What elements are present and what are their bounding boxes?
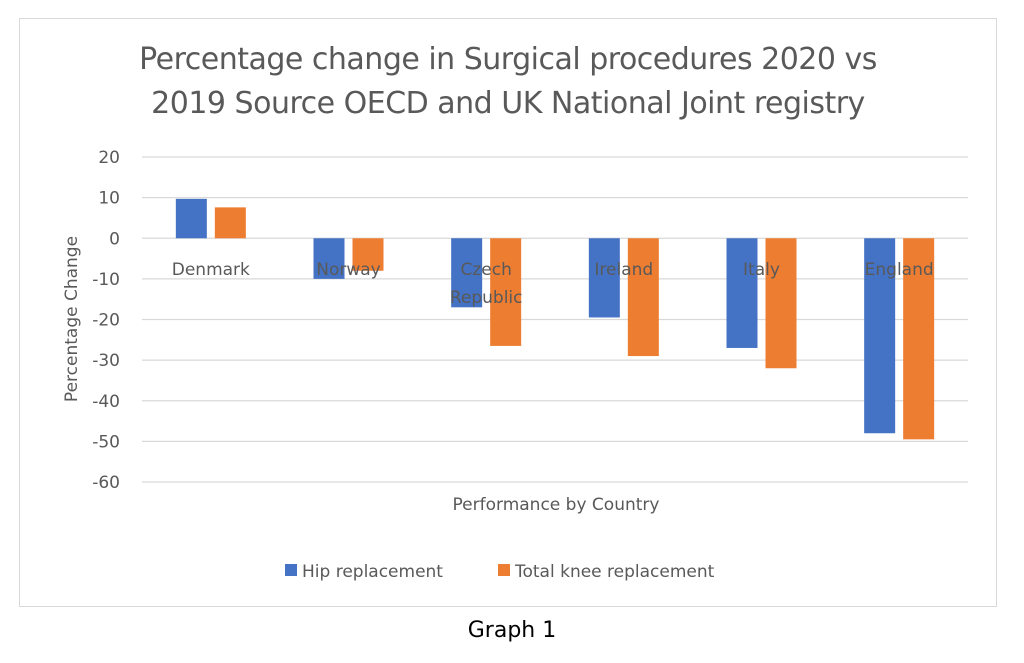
bar-knee-italy <box>765 238 797 369</box>
y-axis-label: Percentage Change <box>62 236 82 402</box>
y-tick-label: 20 <box>98 148 120 168</box>
y-tick-label: 10 <box>98 189 120 209</box>
x-category-label: Italy <box>743 260 780 280</box>
legend-label-hip: Hip replacement <box>302 562 443 582</box>
y-tick-label: -10 <box>92 270 120 290</box>
y-tick-label: -20 <box>92 311 120 331</box>
x-axis-label: Performance by Country <box>453 495 660 515</box>
x-category-label: Czech <box>460 260 511 280</box>
y-tick-label: -40 <box>92 392 120 412</box>
bar-hip-england <box>864 238 896 434</box>
y-tick-label: -60 <box>92 473 120 493</box>
graph-caption: Graph 1 <box>467 618 557 643</box>
x-category-label: Ireland <box>594 260 653 280</box>
chart-title-line-1: Percentage change in Surgical procedures… <box>139 42 877 77</box>
bar-knee-england <box>903 238 935 440</box>
bar-knee-norway <box>352 238 384 271</box>
bar-hip-czech-republic <box>451 238 483 308</box>
x-category-label: Republic <box>450 288 523 308</box>
legend-swatch-hip <box>285 564 297 576</box>
bar-hip-ireland <box>588 238 620 318</box>
bar-knee-ireland <box>627 238 659 357</box>
x-category-label: Norway <box>316 260 381 280</box>
chart-title-line-2: 2019 Source OECD and UK National Joint r… <box>151 86 865 121</box>
y-tick-label: -50 <box>92 432 120 452</box>
bar-knee-czech-republic <box>490 238 522 346</box>
bar-hip-norway <box>313 238 345 279</box>
y-tick-label: 0 <box>109 229 120 249</box>
bar-hip-italy <box>726 238 758 348</box>
bar-knee-denmark <box>214 207 246 239</box>
bar-hip-denmark <box>175 198 207 239</box>
legend-swatch-knee <box>498 564 510 576</box>
x-category-label: Denmark <box>172 260 250 280</box>
y-tick-label: -30 <box>92 351 120 371</box>
legend-label-knee: Total knee replacement <box>514 562 715 582</box>
x-category-label: England <box>865 260 934 280</box>
